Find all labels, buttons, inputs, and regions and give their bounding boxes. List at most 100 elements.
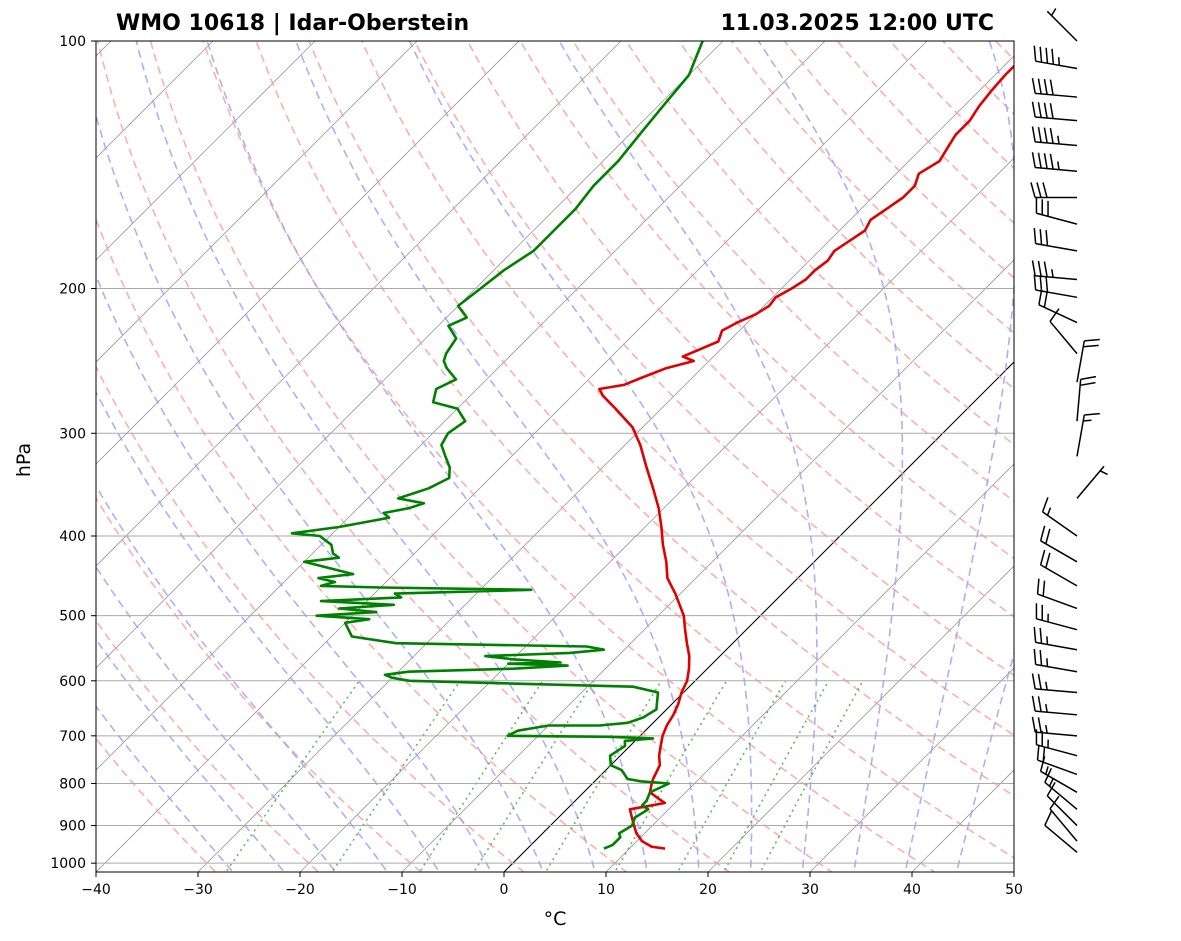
plot-frame xyxy=(95,40,1015,873)
wind-barb xyxy=(1044,810,1078,853)
wind-barb-staff xyxy=(1035,92,1078,98)
dry-adiabat-line xyxy=(255,41,1014,859)
wind-barb-feather xyxy=(1038,289,1043,305)
wind-barb-staff xyxy=(1076,379,1082,422)
wind-barb-feather xyxy=(1083,344,1099,348)
dry-adiabat-line xyxy=(149,41,834,872)
wind-barb-feather xyxy=(1044,810,1053,826)
wind-barb-feather xyxy=(1043,261,1048,277)
wind-barb-staff xyxy=(1044,824,1078,853)
wind-barb-feather xyxy=(1049,79,1054,96)
wind-barb-feather xyxy=(1036,744,1040,761)
wind-barb-staff xyxy=(1035,710,1078,716)
wind-barb-staff xyxy=(1035,141,1078,147)
wind-barb xyxy=(1030,182,1077,199)
wind-barb-feather xyxy=(1031,101,1036,118)
wind-barb-feather xyxy=(1037,717,1042,733)
wind-barb-feather xyxy=(1033,274,1037,291)
wind-barb-feather xyxy=(1037,152,1042,169)
wind-barb-feather xyxy=(1037,126,1042,143)
dry-adiabat-line xyxy=(466,41,1014,618)
wind-barb xyxy=(1031,126,1078,147)
wind-barb-staff xyxy=(1076,340,1086,383)
moist-adiabat-line xyxy=(135,41,596,872)
moist-adiabat-line xyxy=(96,273,492,872)
y-tick-label: 500 xyxy=(59,609,86,625)
wind-barb-half-feather xyxy=(1051,269,1054,278)
x-tick-label: −10 xyxy=(387,882,417,898)
title-datetime: 11.03.2025 12:00 UTC xyxy=(720,11,994,36)
mixing-ratio-line xyxy=(676,680,787,872)
wind-barb-half-feather xyxy=(1045,724,1048,734)
wind-barb-staff xyxy=(1044,781,1078,810)
wind-barb xyxy=(1039,525,1078,563)
wind-barb-feather xyxy=(1039,627,1043,644)
wind-barb xyxy=(1031,673,1078,694)
wind-barb-staff xyxy=(1046,10,1078,42)
isotherm-line xyxy=(299,157,1014,872)
wind-barb xyxy=(1035,197,1078,225)
wind-barb-staff xyxy=(1035,275,1078,281)
moist-adiabat-line xyxy=(955,650,1014,872)
wind-barb-half-feather xyxy=(1083,419,1092,422)
wind-barb-half-feather xyxy=(1045,766,1049,775)
wind-barb-feather xyxy=(1031,126,1036,142)
wind-barb-feather xyxy=(1037,696,1042,712)
wind-barb xyxy=(1036,578,1078,610)
wind-barb-staff xyxy=(1037,759,1078,776)
moist-adiabat-line xyxy=(408,41,753,872)
moist-adiabat-line xyxy=(96,390,441,872)
mixing-ratio-line xyxy=(722,680,830,872)
isotherm-line xyxy=(96,41,622,567)
wind-barb-half-feather xyxy=(1057,135,1060,145)
wind-barb-feather xyxy=(1044,767,1053,783)
wind-barb-staff xyxy=(1035,663,1078,673)
y-axis: 100 200 300 400 500 600 700 800 900 1000 xyxy=(50,34,96,872)
x-tick-label: 50 xyxy=(1005,882,1023,898)
isotherm-line xyxy=(96,41,520,465)
wind-barb-feather xyxy=(1049,308,1060,322)
wind-barb-feather xyxy=(1037,102,1042,118)
wind-barb-staff xyxy=(1040,564,1078,587)
wind-barb-feather xyxy=(1039,46,1043,63)
wind-barbs xyxy=(1030,8,1108,853)
moist-adiabat-line xyxy=(96,565,337,872)
wind-barb xyxy=(1046,8,1078,42)
wind-barb-feather xyxy=(1051,48,1055,65)
wind-barb xyxy=(1031,695,1078,716)
moist-adiabat-line xyxy=(206,41,648,872)
wind-barb-feather xyxy=(1030,182,1036,198)
wind-barb-half-feather xyxy=(1057,161,1060,170)
wind-barb-feather xyxy=(1036,578,1040,595)
isotherm-line xyxy=(96,41,724,669)
wind-barb-feather xyxy=(1049,153,1054,170)
moist-adiabat-line xyxy=(96,484,389,872)
wind-barb-half-feather xyxy=(1048,778,1054,787)
wind-barb xyxy=(1041,497,1078,537)
wind-barb-feather xyxy=(1042,182,1048,198)
wind-barb xyxy=(1033,626,1078,651)
moist-adiabat-line xyxy=(295,41,700,872)
wind-barb-staff xyxy=(1076,465,1105,499)
wind-barb-staff xyxy=(1049,808,1078,842)
wind-barb-staff xyxy=(1035,242,1078,252)
isotherm-line xyxy=(96,41,826,771)
isotherm-line xyxy=(809,667,1014,872)
wind-barb xyxy=(1076,375,1097,422)
isotherm-line xyxy=(197,55,1014,872)
wind-barb xyxy=(1033,228,1078,252)
wind-barb-feather xyxy=(1031,673,1036,689)
dry-adiabat-line xyxy=(360,41,1014,737)
dewpoint-profile xyxy=(290,41,704,850)
wind-barb-feather xyxy=(1039,525,1046,542)
x-tick-label: 40 xyxy=(903,882,921,898)
wind-barb-staff xyxy=(1049,320,1078,355)
wind-barb xyxy=(1031,77,1078,98)
wind-barb-staff xyxy=(1035,289,1078,299)
dry-adiabat-line xyxy=(96,619,320,872)
mixing-ratio-line xyxy=(544,680,662,872)
wind-barb xyxy=(1033,45,1078,70)
wind-barb-half-feather xyxy=(1045,703,1048,713)
wind-barb-feather xyxy=(1045,47,1049,64)
y-tick-label: 1000 xyxy=(50,856,86,872)
